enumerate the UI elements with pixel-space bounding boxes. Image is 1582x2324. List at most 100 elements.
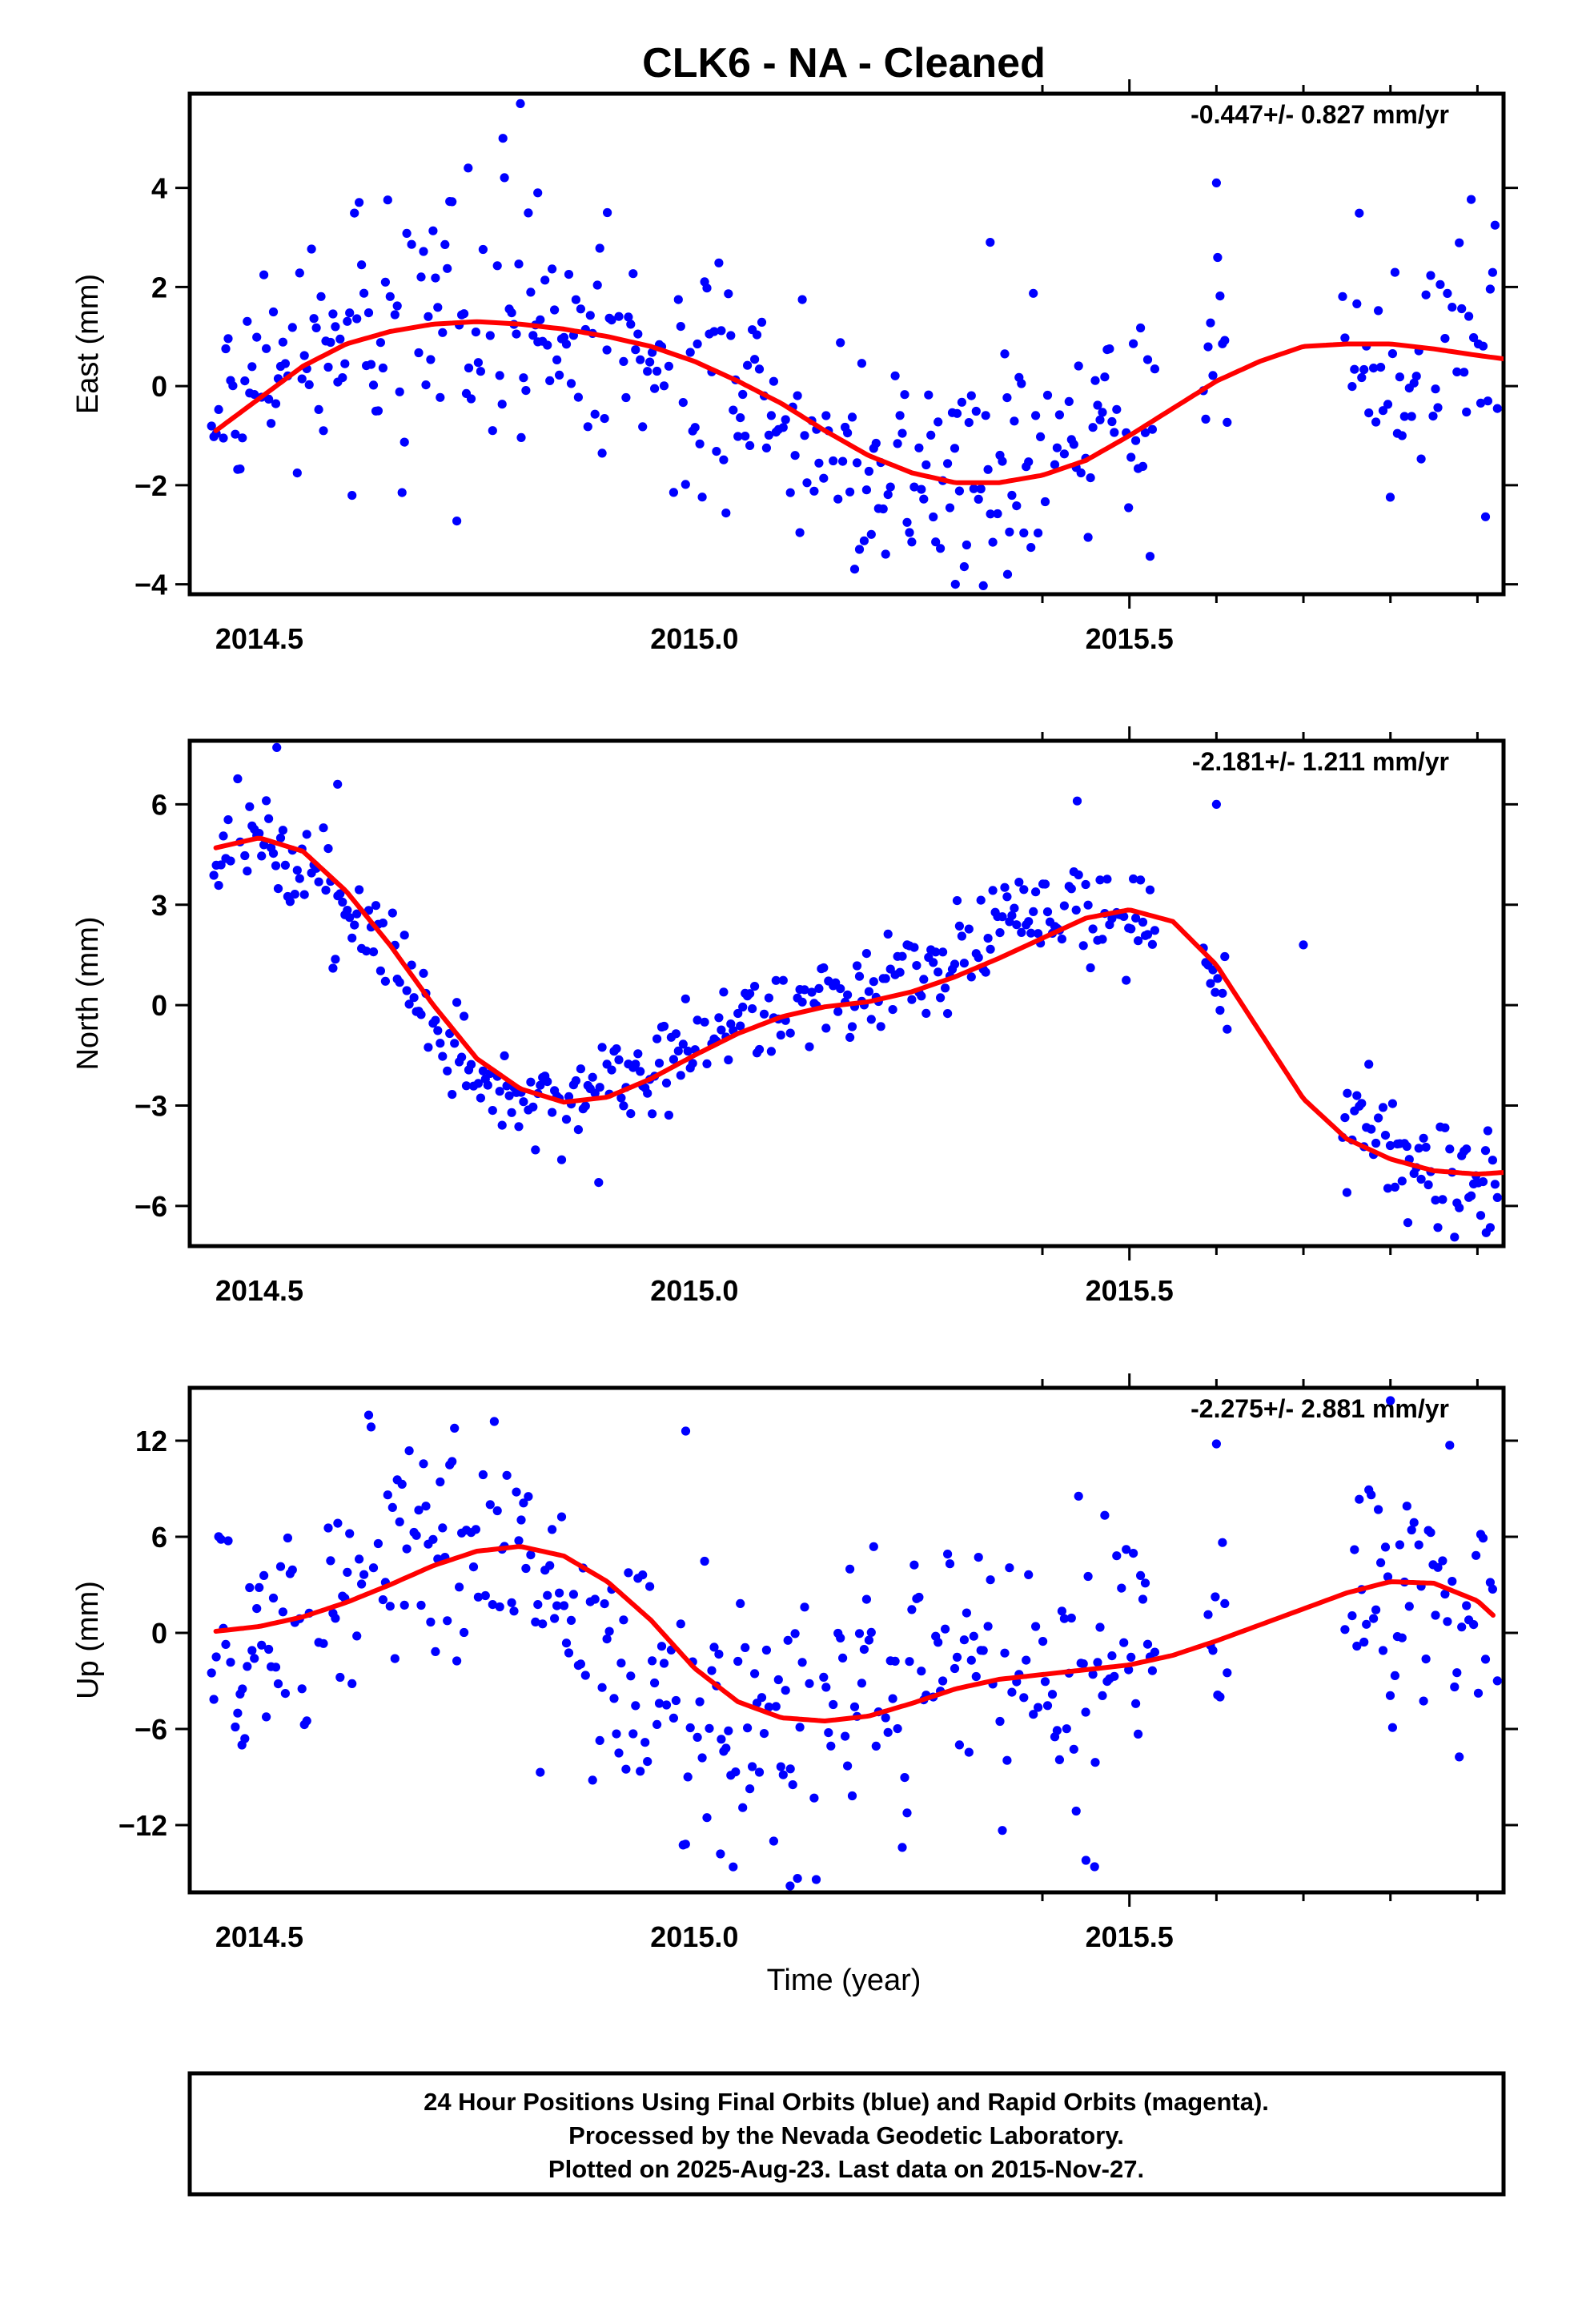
data-point bbox=[1364, 1059, 1374, 1069]
data-point bbox=[986, 1575, 995, 1585]
data-point bbox=[633, 329, 643, 339]
data-point bbox=[514, 259, 524, 269]
data-point bbox=[950, 444, 960, 453]
data-point bbox=[736, 1598, 745, 1608]
fit-curve bbox=[213, 1544, 1496, 1723]
data-point bbox=[1117, 1583, 1126, 1593]
data-point bbox=[1343, 1088, 1352, 1098]
data-point bbox=[264, 1644, 274, 1655]
data-point bbox=[1064, 396, 1074, 406]
data-point bbox=[921, 1008, 931, 1018]
data-point bbox=[859, 1645, 869, 1655]
data-point bbox=[1086, 963, 1095, 973]
data-point bbox=[669, 1713, 679, 1723]
data-point bbox=[352, 314, 362, 324]
data-point bbox=[800, 985, 809, 995]
data-point bbox=[914, 443, 924, 452]
data-point bbox=[1218, 988, 1227, 998]
data-point bbox=[533, 188, 543, 198]
data-point bbox=[1150, 926, 1159, 935]
data-point bbox=[352, 1631, 362, 1641]
data-point bbox=[1419, 1696, 1428, 1706]
data-point bbox=[636, 355, 645, 364]
data-point bbox=[304, 380, 314, 389]
y-tick-label: 0 bbox=[151, 989, 167, 1022]
data-point bbox=[748, 1004, 757, 1014]
data-point bbox=[695, 439, 705, 448]
data-point bbox=[807, 987, 817, 997]
data-point bbox=[1462, 1144, 1472, 1154]
data-point bbox=[905, 1657, 914, 1667]
data-point bbox=[1414, 1144, 1423, 1153]
data-point bbox=[383, 195, 392, 205]
data-point bbox=[295, 874, 304, 883]
data-point bbox=[268, 307, 279, 317]
data-point bbox=[407, 960, 416, 970]
data-point bbox=[759, 1009, 769, 1019]
data-point bbox=[331, 955, 340, 964]
data-point bbox=[1076, 468, 1086, 478]
data-point bbox=[893, 439, 902, 448]
data-point bbox=[583, 422, 592, 432]
data-point bbox=[1052, 1726, 1062, 1735]
y-tick-label: −6 bbox=[135, 1190, 167, 1223]
data-point bbox=[1203, 1610, 1213, 1619]
data-point bbox=[1371, 417, 1381, 427]
data-point bbox=[521, 1563, 531, 1574]
data-point bbox=[1150, 364, 1159, 374]
data-point bbox=[323, 844, 333, 854]
data-point bbox=[998, 912, 1007, 922]
data-point bbox=[888, 1005, 897, 1015]
data-point bbox=[297, 1684, 307, 1694]
data-point bbox=[1066, 1613, 1076, 1623]
data-point bbox=[724, 1726, 733, 1735]
data-point bbox=[497, 400, 507, 409]
data-point bbox=[233, 774, 243, 784]
data-point bbox=[1220, 336, 1230, 345]
data-point bbox=[1352, 299, 1362, 308]
data-point bbox=[450, 1039, 460, 1048]
data-point bbox=[397, 488, 407, 497]
data-point bbox=[1007, 1687, 1017, 1697]
data-point bbox=[843, 1761, 853, 1771]
data-point bbox=[460, 309, 469, 319]
data-point bbox=[1142, 355, 1153, 364]
data-point bbox=[335, 889, 345, 899]
data-point bbox=[1387, 349, 1397, 359]
data-point bbox=[219, 831, 228, 841]
data-point bbox=[443, 263, 452, 273]
data-point bbox=[328, 963, 338, 973]
data-point bbox=[468, 1562, 479, 1572]
data-point bbox=[857, 359, 866, 368]
data-point bbox=[292, 468, 302, 478]
data-point bbox=[681, 1426, 691, 1436]
data-point bbox=[387, 908, 397, 918]
data-point bbox=[716, 1849, 725, 1859]
data-point bbox=[783, 1635, 793, 1645]
data-point bbox=[1088, 423, 1098, 432]
data-point bbox=[943, 1550, 953, 1559]
data-point bbox=[1129, 339, 1138, 348]
data-point bbox=[900, 390, 909, 400]
data-point bbox=[383, 1490, 392, 1500]
data-point bbox=[909, 943, 919, 952]
data-point bbox=[1014, 878, 1024, 887]
data-point bbox=[831, 978, 841, 987]
data-point bbox=[1378, 406, 1388, 416]
data-point bbox=[1024, 917, 1034, 927]
data-point bbox=[378, 363, 387, 373]
data-point bbox=[847, 412, 857, 422]
data-point bbox=[421, 380, 431, 390]
data-point bbox=[1374, 1113, 1383, 1123]
chart-title: CLK6 - NA - Cleaned bbox=[642, 40, 1046, 86]
data-point bbox=[1414, 1540, 1423, 1550]
data-point bbox=[738, 389, 748, 400]
data-point bbox=[998, 1826, 1007, 1835]
data-point bbox=[945, 1559, 955, 1569]
data-point bbox=[1000, 1648, 1010, 1658]
plot-area bbox=[209, 742, 1504, 1242]
data-point bbox=[516, 99, 525, 108]
data-point bbox=[252, 332, 262, 342]
data-point bbox=[209, 1695, 219, 1704]
data-point bbox=[452, 998, 462, 1007]
